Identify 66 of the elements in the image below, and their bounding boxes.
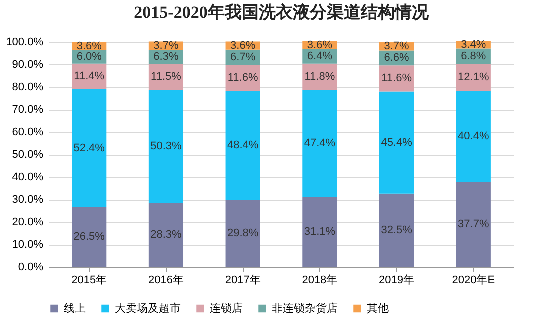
legend-label: 线上	[64, 302, 86, 315]
bar	[226, 200, 260, 267]
y-tick-label: 30.0%	[12, 194, 44, 206]
bar	[72, 207, 107, 267]
chart-title: 2015-2020年我国洗衣液分渠道结构情况	[134, 3, 430, 22]
data-label: 3.6%	[307, 39, 333, 52]
data-label: 3.7%	[154, 40, 179, 52]
y-tick-label: 20.0%	[12, 216, 44, 228]
data-label: 32.5%	[381, 224, 413, 236]
data-label: 31.1%	[304, 226, 336, 238]
data-label: 6.0%	[76, 51, 102, 64]
x-tick-label: 2015年	[72, 274, 108, 286]
bar	[148, 203, 184, 267]
legend-label: 大卖场及超市	[115, 302, 181, 315]
data-label: 29.8%	[227, 227, 259, 240]
data-label: 6.4%	[307, 50, 333, 63]
data-label: 45.4%	[381, 136, 413, 149]
x-tick-label: 2019年	[379, 274, 415, 286]
bar	[302, 90, 338, 198]
data-label: 40.4%	[458, 130, 490, 143]
bar	[226, 91, 260, 200]
bar	[456, 182, 491, 267]
data-label: 3.7%	[384, 40, 410, 53]
data-label: 37.7%	[458, 218, 490, 231]
bar	[302, 197, 338, 267]
data-label: 50.3%	[150, 140, 182, 153]
data-label: 3.6%	[230, 40, 256, 52]
y-tick-label: 0.0%	[18, 262, 44, 274]
data-label: 47.4%	[304, 138, 336, 150]
x-tick-label: 2016年	[148, 274, 184, 286]
legend-label: 连锁店	[210, 302, 243, 315]
y-tick-label: 40.0%	[12, 172, 44, 184]
data-label: 6.6%	[384, 52, 410, 64]
y-tick-label: 70.0%	[12, 104, 44, 116]
x-tick-label: 2018年	[302, 274, 338, 286]
data-label: 6.8%	[461, 50, 486, 62]
data-label: 11.5%	[151, 71, 182, 84]
legend-label: 非连锁杂货店	[272, 302, 338, 315]
data-label: 11.6%	[382, 72, 412, 85]
y-tick-label: 80.0%	[12, 82, 44, 94]
data-label: 6.3%	[154, 51, 179, 64]
bar	[456, 91, 491, 182]
bar	[379, 92, 414, 194]
data-label: 52.4%	[74, 142, 106, 154]
data-label: 12.1%	[458, 72, 490, 84]
y-tick-label: 100.0%	[6, 36, 44, 48]
x-tick-label: 2020年E	[452, 274, 496, 286]
data-label: 28.3%	[150, 229, 182, 242]
y-tick-label: 90.0%	[12, 59, 44, 71]
y-tick-label: 60.0%	[12, 126, 44, 138]
x-tick-label: 2017年	[225, 274, 261, 286]
data-label: 11.6%	[228, 72, 258, 84]
data-label: 3.6%	[76, 40, 102, 52]
data-label: 11.8%	[304, 71, 336, 84]
y-tick-label: 50.0%	[12, 149, 44, 161]
y-tick-label: 10.0%	[12, 239, 44, 251]
data-label: 3.4%	[461, 38, 486, 51]
data-label: 11.4%	[74, 70, 105, 83]
data-label: 26.5%	[74, 231, 106, 244]
data-label: 6.7%	[230, 51, 256, 64]
data-label: 48.4%	[227, 140, 259, 152]
legend-label: 其他	[367, 302, 389, 315]
bar	[148, 90, 184, 204]
bar	[379, 194, 414, 267]
bar	[456, 64, 491, 92]
bar	[72, 89, 107, 208]
